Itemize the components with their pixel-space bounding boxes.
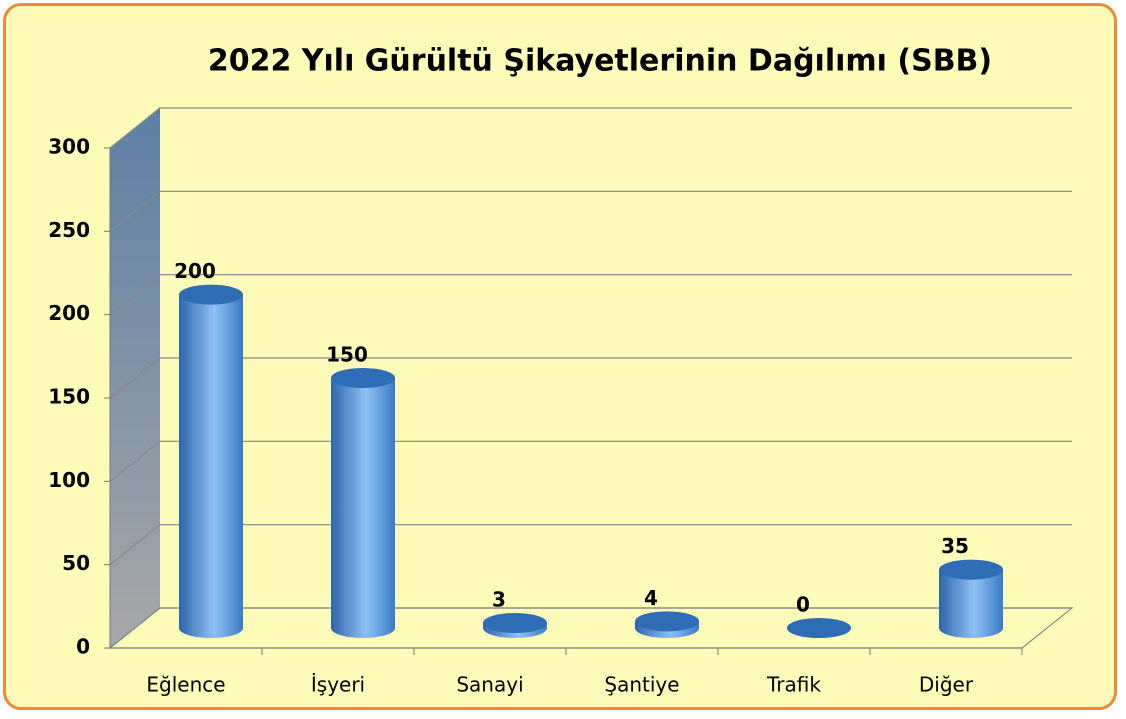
grid-line xyxy=(109,107,161,149)
y-tick-label: 300 xyxy=(48,135,90,159)
y-tick-label: 50 xyxy=(62,551,90,575)
y-tick-label: 100 xyxy=(48,468,90,492)
bar-top xyxy=(179,284,243,305)
y-tick-label: 250 xyxy=(48,218,90,242)
value-label: 3 xyxy=(492,588,506,612)
chart-title: 2022 Yılı Gürültü Şikayetlerinin Dağılım… xyxy=(208,44,992,79)
value-label: 0 xyxy=(796,593,810,617)
x-tick-label: Diğer xyxy=(919,673,974,697)
floor xyxy=(108,607,1074,649)
bar xyxy=(939,569,1003,638)
bar-top xyxy=(331,368,395,388)
grid-line xyxy=(109,274,161,316)
y-tick-label: 0 xyxy=(76,635,90,659)
grid-line xyxy=(109,524,161,566)
bar-top xyxy=(635,611,699,632)
grid-line xyxy=(109,357,161,399)
x-tick-label: İşyeri xyxy=(311,673,365,697)
grid-line xyxy=(109,607,161,649)
bar-top xyxy=(939,559,1003,580)
y-tick-label: 150 xyxy=(48,385,90,409)
x-tick-label: Eğlence xyxy=(146,673,225,697)
value-label: 4 xyxy=(644,586,658,610)
grid-line xyxy=(109,190,161,232)
bar-top xyxy=(787,618,851,638)
y-tick-label: 200 xyxy=(48,301,90,325)
bar xyxy=(331,378,395,638)
x-tick-label: Sanayi xyxy=(456,673,523,697)
x-tick-label: Trafik xyxy=(766,673,821,697)
bar xyxy=(179,294,243,638)
value-label: 200 xyxy=(174,259,216,283)
bar-top xyxy=(483,613,547,633)
grid-line xyxy=(109,440,161,482)
value-label: 150 xyxy=(326,343,368,367)
x-tick-label: Şantiye xyxy=(604,673,679,697)
value-label: 35 xyxy=(941,534,969,558)
